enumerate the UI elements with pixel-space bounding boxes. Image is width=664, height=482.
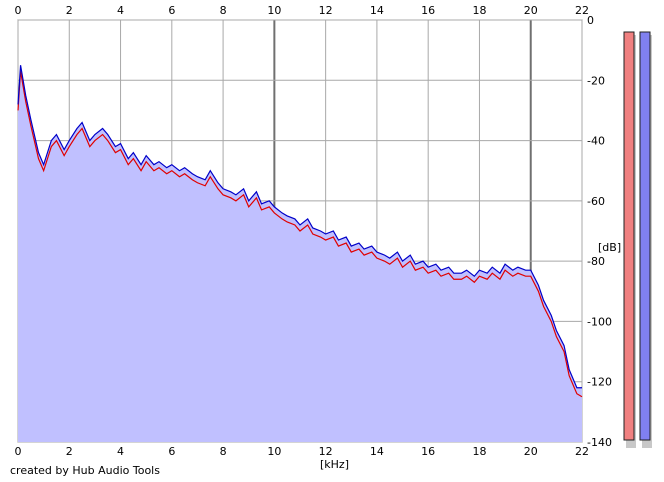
x-tick-label-bottom: 18 (472, 445, 486, 458)
x-tick-label-bottom: 12 (319, 445, 333, 458)
y-tick-label: -40 (587, 135, 605, 148)
x-tick-label-top: 12 (319, 4, 333, 17)
spectrum-area (18, 65, 582, 442)
y-tick-label: -80 (587, 255, 605, 268)
y-tick-label: -20 (587, 74, 605, 87)
x-tick-label-bottom: 4 (117, 445, 124, 458)
series-lines (17, 65, 583, 398)
meter-left (623, 31, 635, 441)
y-tick-label: -120 (587, 376, 612, 389)
x-tick-label-bottom: 22 (575, 445, 589, 458)
y-tick-label: -100 (587, 315, 612, 328)
x-tick-label-top: 14 (370, 4, 384, 17)
x-tick-label-top: 6 (168, 4, 175, 17)
x-tick-label-bottom: 6 (168, 445, 175, 458)
meter-right (639, 31, 651, 441)
x-tick-label-top: 22 (575, 4, 589, 17)
series-line-red (17, 71, 583, 398)
x-tick-label-top: 8 (220, 4, 227, 17)
x-tick-labels-bottom: 0 2 4 6 8 10 12 14 16 18 20 22 (15, 445, 590, 458)
y-tick-label: 0 (587, 14, 594, 27)
x-tick-label-bottom: 20 (524, 445, 538, 458)
x-tick-label-top: 0 (15, 4, 22, 17)
y-tick-label: -60 (587, 195, 605, 208)
series-line-blue (17, 65, 582, 389)
y-axis-label: [dB] (598, 241, 621, 254)
x-tick-label-bottom: 2 (66, 445, 73, 458)
x-tick-label-bottom: 8 (220, 445, 227, 458)
x-tick-label-top: 10 (267, 4, 281, 17)
spectrum-fill (18, 65, 582, 442)
y-tick-label: -140 (587, 436, 612, 449)
x-tick-labels-top: 0 2 4 6 8 10 12 14 16 18 20 22 (15, 4, 590, 17)
level-meters (623, 31, 652, 448)
y-tick-labels: 0 -20 -40 -60 -80 -100 -120 -140 (587, 14, 612, 449)
x-tick-label-top: 18 (472, 4, 486, 17)
x-tick-label-top: 20 (524, 4, 538, 17)
credit-text: created by Hub Audio Tools (10, 464, 160, 477)
x-tick-label-bottom: 0 (15, 445, 22, 458)
x-tick-label-bottom: 16 (421, 445, 435, 458)
x-tick-label-top: 4 (117, 4, 124, 17)
x-tick-label-bottom: 14 (370, 445, 384, 458)
x-tick-label-top: 2 (66, 4, 73, 17)
x-axis-label: [kHz] (320, 458, 349, 471)
x-tick-label-bottom: 10 (267, 445, 281, 458)
x-tick-label-top: 16 (421, 4, 435, 17)
